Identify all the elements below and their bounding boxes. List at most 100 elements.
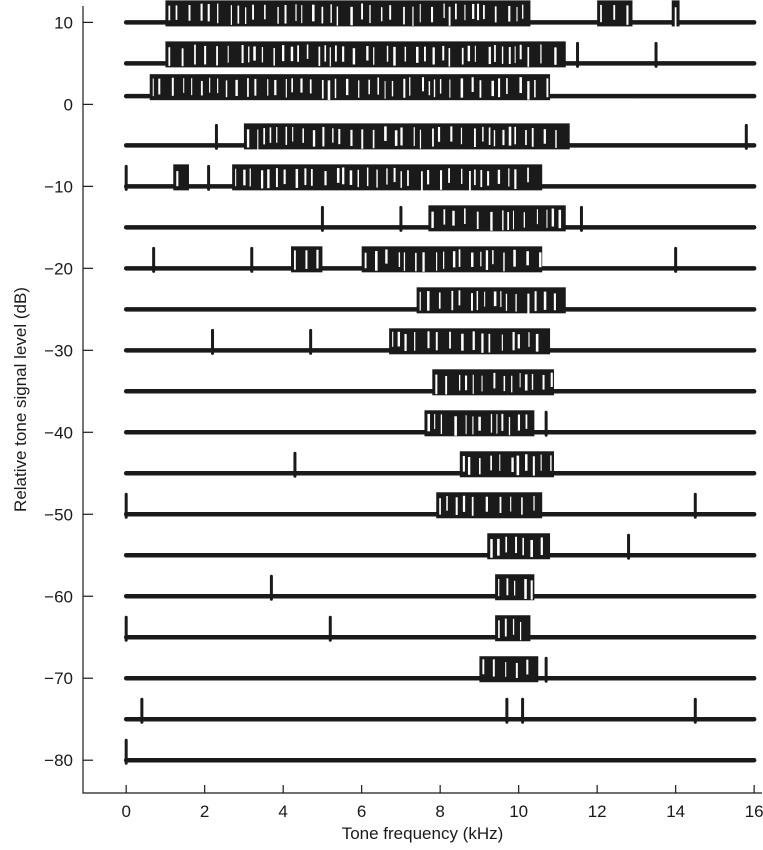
burst-gap [442,45,445,61]
burst-gap [540,537,543,556]
burst-gap [516,455,520,476]
burst-gap [260,170,264,189]
burst-gap [505,662,507,677]
burst-gap [306,44,309,59]
burst-gap [338,128,341,145]
burst-gap [503,375,506,392]
trace [123,41,757,68]
burst-gap [490,211,493,231]
burst-gap [276,127,278,143]
x-tick-label: 6 [357,802,366,821]
burst-gap [497,538,500,556]
burst-gap [345,78,349,96]
burst-gap [483,5,485,20]
burst-gap [364,252,367,269]
burst-gap [464,208,466,224]
burst-gap [436,252,438,271]
burst-gap [499,496,502,514]
burst-gap [527,167,529,183]
burst-gap [496,414,498,434]
burst-gap [334,45,337,62]
burst-gap [476,291,479,311]
burst-gap [501,413,504,431]
burst-gap [494,45,496,62]
x-tick-label: 8 [435,802,444,821]
x-tick-label: 4 [278,802,287,821]
burst-gap [452,251,456,268]
burst-gap [361,3,364,20]
burst-gap [295,4,297,21]
burst-gap [235,79,238,97]
burst-gap [310,168,313,186]
burst-gap [283,169,286,185]
burst-gap [158,78,161,95]
burst-gap [613,5,616,20]
burst-gap [433,79,436,98]
burst-gap [216,46,218,66]
burst-gap [471,293,473,311]
burst-gap [409,77,411,96]
burst-gap [514,169,517,190]
burst-gap [454,416,457,436]
burst-gap [254,78,257,96]
burst-gap [525,130,527,146]
burst-gap [525,414,528,429]
burst-gap [357,169,360,188]
burst-gap [403,252,406,271]
burst-gap [237,5,240,24]
y-tick-label: −50 [44,505,73,524]
burst-gap [352,48,356,65]
burst-gap [451,290,454,311]
burst-gap [519,77,522,94]
burst-gap [448,6,451,26]
burst-gap [393,46,396,66]
y-tick-label: −80 [44,751,73,770]
burst-gap [443,3,445,19]
trace [123,74,757,101]
burst-gap [392,331,394,347]
x-tick-label: 10 [509,802,528,821]
burst-gap [551,208,555,227]
burst-gap [484,291,486,307]
burst-gap [209,77,211,93]
x-ticks: 0 2 4 6 8 10 12 14 16 [121,785,763,821]
trace [123,123,757,150]
burst-gap [188,5,191,21]
burst-gap [462,456,465,472]
burst-gap [482,659,485,675]
burst-gap [183,78,185,93]
burst-gap [446,496,448,511]
burst-gap [330,4,332,23]
y-tick-label: −40 [44,423,73,442]
trace [123,287,757,314]
trace-group [123,0,757,765]
burst-gap [312,130,316,147]
trace-burst [389,328,551,355]
burst-gap [207,4,210,22]
burst-gap [626,5,629,25]
burst-gap [534,291,537,312]
burst-gap [493,291,497,307]
burst-gap [292,127,294,142]
burst-gap [490,413,493,433]
burst-gap [301,5,303,24]
burst-gap [321,79,324,99]
trace [123,328,757,355]
burst-gap [458,374,461,391]
burst-gap [373,47,375,65]
burst-gap [542,374,545,390]
x-axis-label: Tone frequency (kHz) [342,824,504,843]
trace-burst [428,205,566,232]
burst-gap [253,46,256,61]
burst-gap [419,4,421,23]
burst-gap [472,3,475,19]
burst-gap [550,372,553,387]
burst-gap [460,78,464,98]
burst-gap [168,47,171,66]
trace [123,656,757,683]
burst-gap [191,78,193,96]
burst-gap [501,334,503,351]
burst-gap [499,454,501,471]
burst-gap [521,497,523,515]
burst-gap [505,536,508,553]
